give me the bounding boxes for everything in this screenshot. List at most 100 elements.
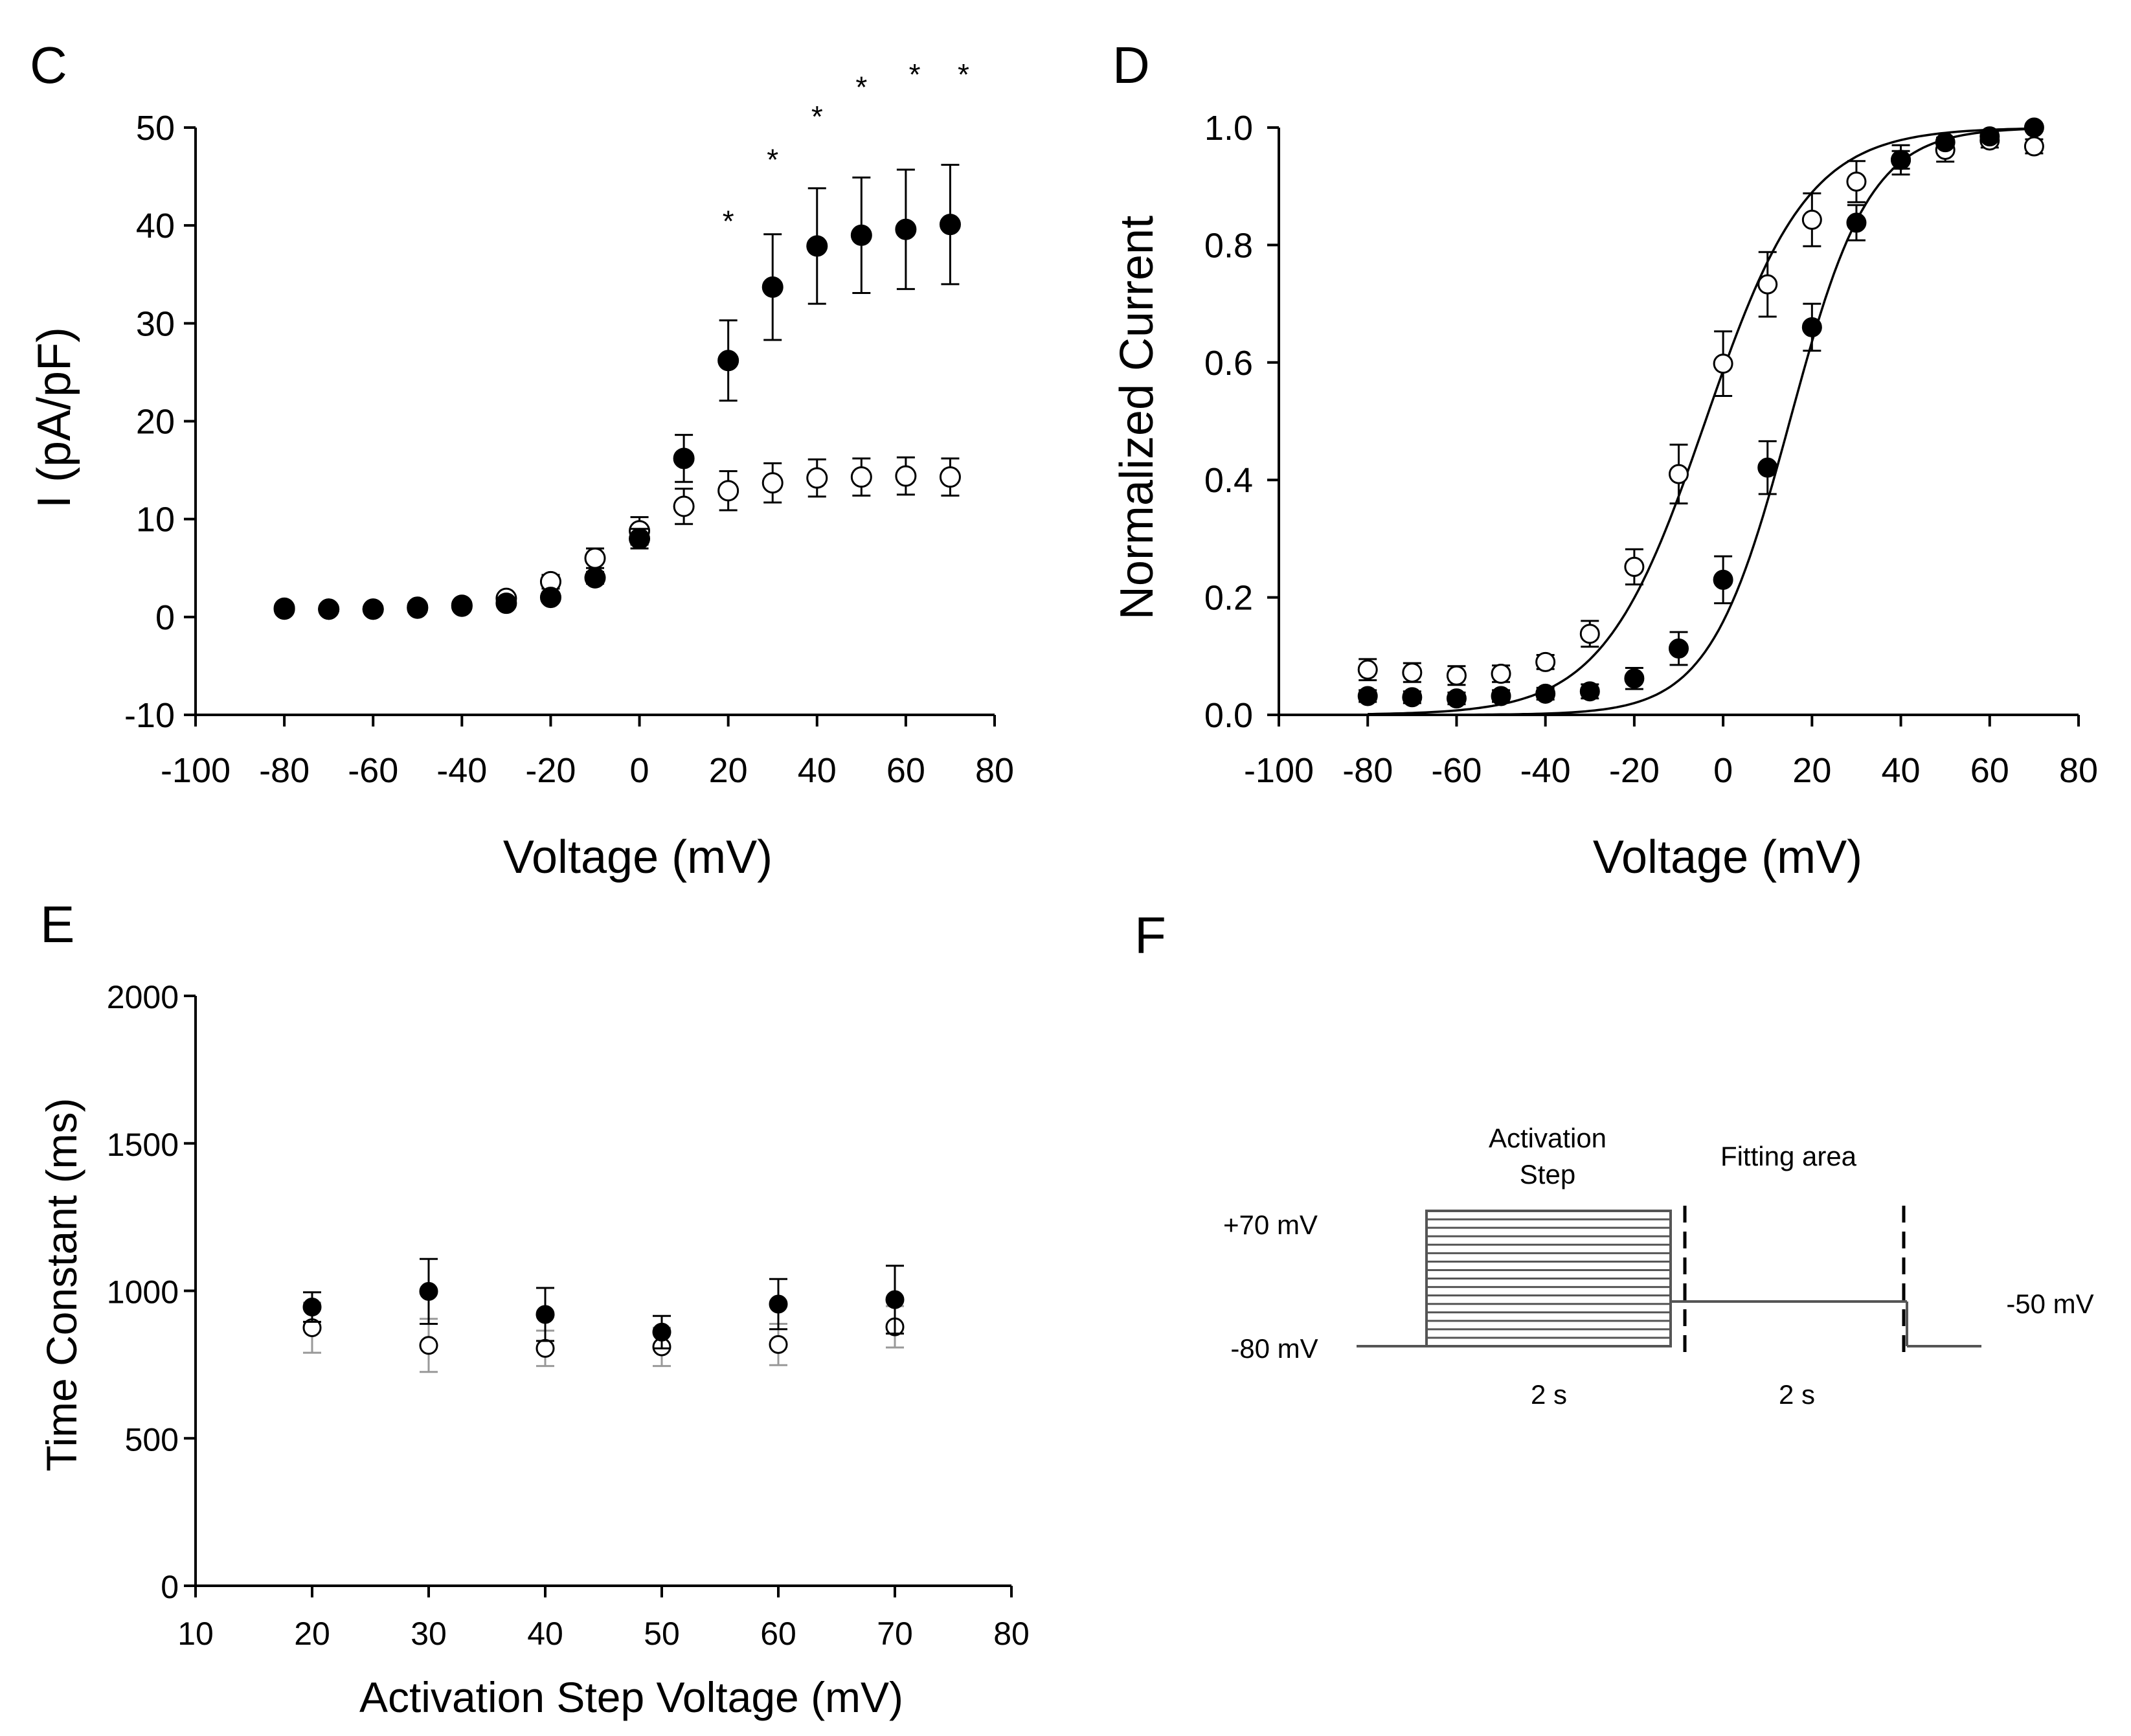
chart-d-point-open <box>1669 464 1689 484</box>
chart-panel-d: -100 -80 -60 -40 -20 0 20 40 60 80 0.0 0.2 0.4 0.6 0.8… <box>1111 109 2098 883</box>
activation-step-lines <box>1426 1218 1671 1339</box>
activation-step-label-line2: Step <box>1520 1159 1575 1189</box>
chart-d-x-tick-label: 60 <box>1970 751 2009 790</box>
chart-c-y-tick-label: -10 <box>124 696 175 735</box>
chart-e-point-filled <box>652 1322 671 1342</box>
chart-c-point-filled <box>407 597 429 619</box>
chart-e-y-tick-label: 0 <box>161 1569 179 1605</box>
panel-letter-c: C <box>30 36 67 94</box>
chart-e-y-axis-title: Time Constant (ms) <box>38 1098 85 1472</box>
chart-e-y-tick-label: 500 <box>125 1421 179 1458</box>
chart-c-x-tick-label: 60 <box>886 751 925 790</box>
chart-e-y-tick-label: 1000 <box>107 1274 179 1311</box>
holding-voltage-label: -80 mV <box>1230 1333 1318 1364</box>
chart-d-marks <box>1357 117 2044 709</box>
chart-c-y-tick-label: 20 <box>136 403 175 442</box>
chart-d-x-tick-label: -40 <box>1520 751 1571 790</box>
chart-d-point-filled <box>1446 688 1467 709</box>
chart-d-y-axis-title: Normalized Current <box>1111 216 1163 620</box>
chart-e-x-tick-label: 10 <box>177 1616 214 1652</box>
chart-d-point-open <box>1846 171 1867 192</box>
chart-c-point-open <box>895 465 917 487</box>
chart-d-point-open <box>1446 665 1467 686</box>
chart-d-axes <box>1278 128 2079 716</box>
chart-e-x-tick-label: 30 <box>411 1616 447 1652</box>
panel-letter-f: F <box>1134 907 1166 964</box>
chart-c-x-tick-label: 20 <box>709 751 748 790</box>
chart-c-point-filled <box>539 587 561 609</box>
chart-e-x-tick-label: 40 <box>527 1616 563 1652</box>
chart-c-significance-star: * <box>855 71 867 104</box>
chart-c-x-tick-label: -60 <box>348 751 398 790</box>
chart-e-point-filled <box>536 1305 555 1324</box>
chart-d-point-open <box>2024 136 2044 157</box>
chart-c-point-filled <box>273 598 295 620</box>
chart-d-ticks: -100 -80 -60 -40 -20 0 20 40 60 80 0.0 0.2 0.4 0.6 0.8… <box>1204 109 2098 790</box>
chart-d-x-axis-title: Voltage (mV) <box>1593 831 1862 883</box>
chart-d-x-tick-label: -100 <box>1244 751 1314 790</box>
chart-c-point-open <box>673 495 695 517</box>
chart-c-point-open <box>761 472 784 494</box>
chart-d-point-filled <box>1979 126 2000 147</box>
chart-d-y-tick-label: 1.0 <box>1204 109 1253 148</box>
chart-c-point-filled <box>717 350 739 372</box>
chart-c-point-filled <box>362 598 384 620</box>
activation-duration-label: 2 s <box>1531 1379 1567 1410</box>
chart-d-point-filled <box>1891 150 1911 170</box>
chart-d-point-filled <box>2024 117 2044 138</box>
chart-d-x-tick-label: -60 <box>1431 751 1482 790</box>
chart-c-x-tick-label: -80 <box>259 751 310 790</box>
chart-c-x-tick-label: 80 <box>975 751 1014 790</box>
chart-d-point-open <box>1491 664 1511 684</box>
chart-c-point-filled <box>761 276 784 298</box>
fitting-duration-label: 2 s <box>1779 1379 1815 1410</box>
fitting-area-label: Fitting area <box>1720 1141 1857 1171</box>
chart-d-x-tick-label: 20 <box>1792 751 1831 790</box>
chart-c-significance-star: * <box>958 58 969 91</box>
chart-c-point-open <box>806 467 828 489</box>
chart-c-point-filled <box>495 592 517 614</box>
chart-e-x-tick-label: 20 <box>294 1616 330 1652</box>
chart-d-point-filled <box>1935 132 1956 153</box>
chart-e-y-tick-label: 1500 <box>107 1127 179 1163</box>
chart-d-point-filled <box>1535 683 1556 704</box>
chart-d-point-filled <box>1846 212 1867 233</box>
chart-e-point-filled <box>769 1294 788 1314</box>
chart-e-marks <box>302 1257 905 1373</box>
panel-letter-e: E <box>40 896 74 953</box>
chart-c-y-tick-label: 10 <box>136 501 175 539</box>
chart-e-axes <box>194 996 1011 1587</box>
chart-c-point-filled <box>806 235 828 257</box>
chart-c-y-axis-title: I (pA/pF) <box>28 327 80 508</box>
chart-c-significance-star: * <box>909 58 921 91</box>
chart-c-y-tick-label: 0 <box>155 598 175 637</box>
chart-d-y-tick-label: 0.2 <box>1204 579 1253 618</box>
voltage-protocol-diagram: Activation Step Fitting area +70 mV -80 … <box>1223 1123 2094 1410</box>
chart-e-x-tick-label: 50 <box>644 1616 680 1652</box>
chart-d-point-filled <box>1579 681 1600 702</box>
chart-d-fit-curves <box>1368 127 2035 716</box>
test-voltage-label: -50 mV <box>2006 1289 2093 1319</box>
chart-c-y-tick-label: 30 <box>136 304 175 343</box>
chart-c-point-open <box>939 466 961 488</box>
chart-c-point-filled <box>584 567 606 589</box>
chart-c-point-filled <box>318 598 340 620</box>
chart-c-x-tick-label: -40 <box>436 751 487 790</box>
chart-c-significance-star: * <box>723 205 734 238</box>
chart-d-y-tick-label: 0.6 <box>1204 344 1253 383</box>
chart-e-ticks: 10 20 30 40 50 60 70 80 0 500 1000 1500 2000 <box>107 979 1030 1652</box>
chart-d-fit-filled <box>1368 128 2035 716</box>
chart-d-point-filled <box>1402 687 1423 708</box>
chart-c-point-open <box>584 547 606 569</box>
chart-c-y-tick-label: 50 <box>136 109 175 148</box>
chart-d-point-open <box>1801 209 1822 230</box>
chart-c-point-open <box>850 466 872 488</box>
chart-d-point-open <box>1624 556 1645 577</box>
chart-panel-c: -100 -80 -60 -40 -20 0 20 40 60 80-1001020304050 … <box>28 58 1014 883</box>
chart-d-x-tick-label: 0 <box>1713 751 1733 790</box>
chart-d-x-tick-label: 40 <box>1882 751 1921 790</box>
chart-d-point-filled <box>1801 317 1822 337</box>
chart-e-point-open <box>769 1335 788 1354</box>
